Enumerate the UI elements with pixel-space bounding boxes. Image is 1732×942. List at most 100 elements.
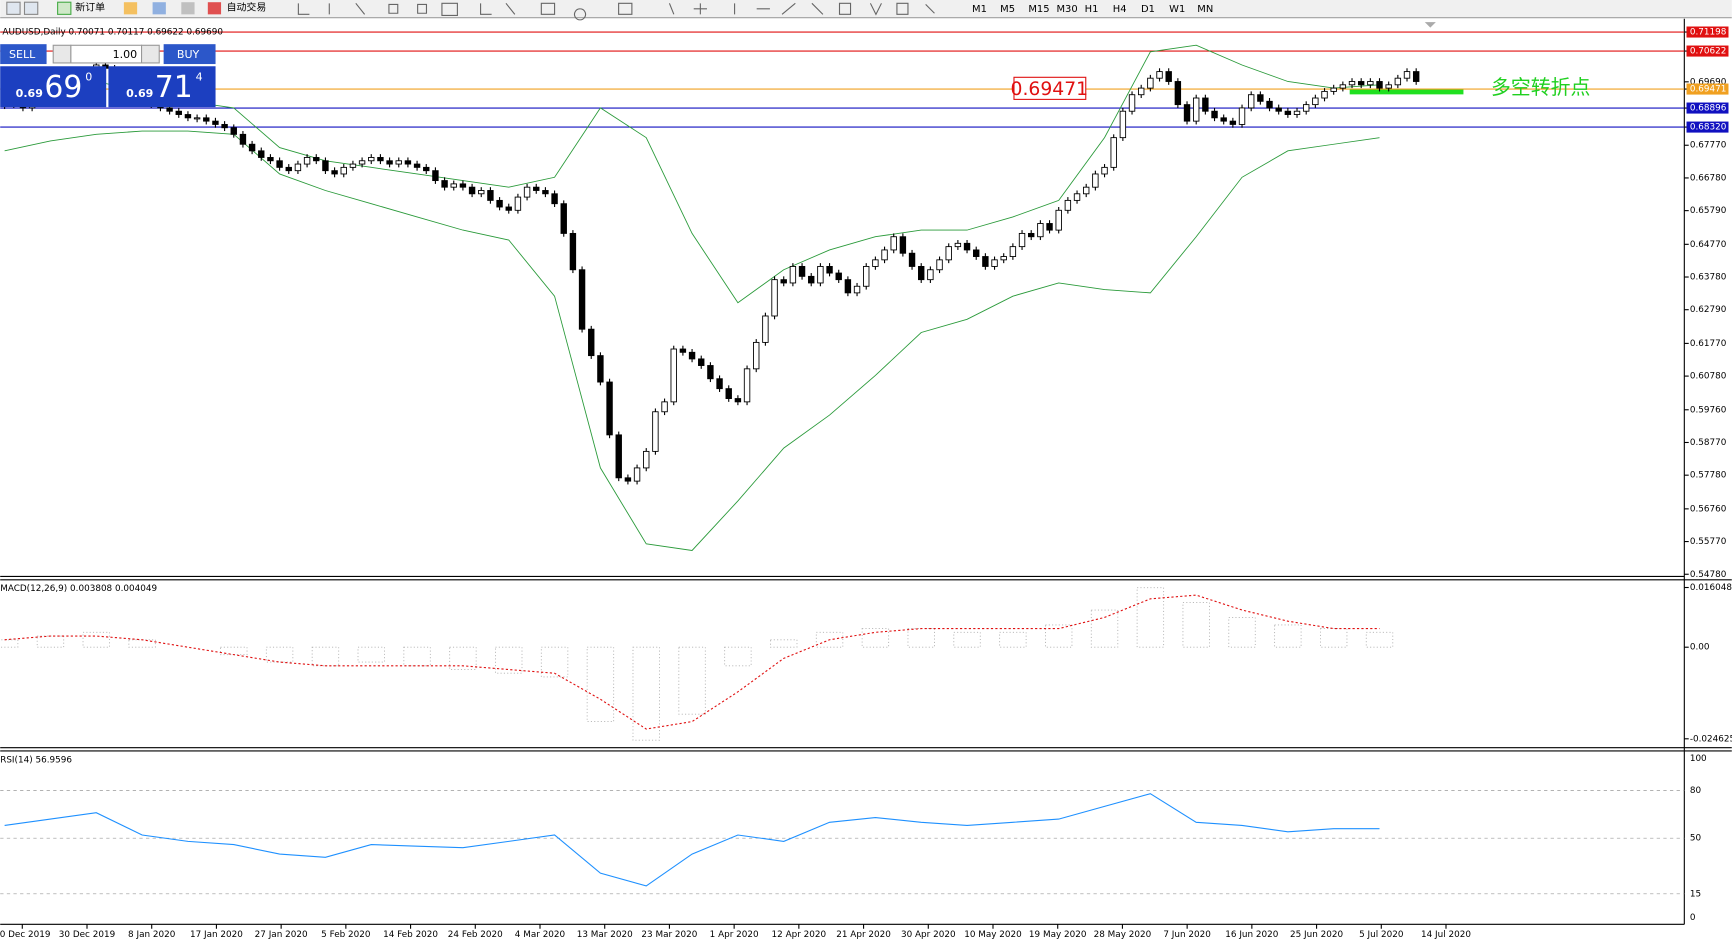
candle	[863, 266, 870, 287]
price-label-bg	[1686, 26, 1729, 38]
buy-button[interactable]	[163, 44, 216, 65]
candle	[1321, 90, 1328, 99]
timeframe-button[interactable]: H1	[1085, 4, 1099, 15]
candle	[798, 266, 806, 277]
candle	[496, 199, 503, 208]
candle	[954, 242, 962, 248]
sell-label[interactable]: SELL	[9, 48, 36, 61]
candle	[331, 170, 338, 175]
timeframe-button[interactable]: M5	[1000, 4, 1015, 15]
candle	[743, 368, 751, 403]
candle	[551, 193, 558, 205]
candle	[1394, 77, 1402, 86]
timeframe-button[interactable]: W1	[1169, 4, 1185, 15]
auto-trading-icon[interactable]	[207, 2, 222, 15]
candle	[203, 117, 210, 122]
sell-price-box[interactable]	[0, 66, 107, 108]
timeframe-button[interactable]: M1	[972, 4, 987, 15]
y-tick-label: 0.68320	[1690, 123, 1727, 133]
candle	[670, 348, 677, 403]
candle	[1220, 117, 1227, 122]
candle	[597, 355, 604, 383]
drawing-tools	[297, 2, 935, 21]
timeframe-button[interactable]: H4	[1113, 4, 1127, 15]
candle	[936, 259, 943, 271]
new-order-button[interactable]: 新订单	[75, 1, 105, 14]
y-tick-label: 0.61770	[1690, 339, 1727, 349]
chart-title: AUDUSD,Daily 0.70071 0.70117 0.69622 0.6…	[2, 28, 223, 38]
candle	[1037, 223, 1044, 238]
trade-panel: SELL 1.00 BUY 0.69 69 0 0.69 71 4	[0, 44, 216, 108]
buy-price-box[interactable]	[108, 66, 216, 108]
candle	[542, 190, 549, 195]
macd-bar	[1274, 624, 1302, 648]
candle	[1330, 87, 1337, 92]
tool-icon[interactable]	[152, 2, 166, 15]
candle	[1183, 104, 1191, 122]
candle	[780, 279, 787, 284]
candle	[1293, 110, 1301, 115]
macd-bar	[0, 639, 19, 648]
x-tick-label: 17 Jan 2020	[190, 930, 243, 940]
candle	[349, 163, 357, 168]
candle	[1055, 209, 1062, 231]
macd-bar	[1045, 624, 1073, 648]
candle	[624, 477, 632, 482]
candle	[459, 183, 467, 188]
candle	[248, 143, 256, 152]
candle	[450, 183, 457, 188]
tool-icon[interactable]	[23, 1, 39, 15]
lot-value[interactable]: 1.00	[113, 48, 138, 61]
candle	[166, 107, 173, 112]
timeframe-button[interactable]: D1	[1141, 4, 1155, 15]
y-tick-label: 0.54780	[1690, 570, 1727, 580]
tool-icon[interactable]	[181, 2, 195, 15]
candle	[1083, 186, 1090, 195]
macd-bar	[907, 628, 935, 648]
macd-bar	[586, 646, 615, 723]
y-tick-label: 0.63780	[1690, 273, 1727, 283]
candle	[918, 266, 925, 281]
indicator-title: MACD(12,26,9) 0.003808 0.004049	[0, 584, 157, 594]
macd-bar	[36, 635, 65, 648]
candle	[212, 120, 219, 125]
candle	[230, 127, 237, 135]
timeframe-button[interactable]: M30	[1056, 4, 1077, 15]
lot-down[interactable]	[52, 44, 72, 64]
candle	[184, 114, 192, 119]
candle	[1192, 97, 1200, 122]
x-tick-label: 8 Jan 2020	[128, 930, 176, 940]
bollinger-lower	[4, 130, 1380, 551]
timeframe-button[interactable]: M15	[1028, 4, 1049, 15]
candle	[1092, 173, 1099, 188]
sell-price-big: 69	[44, 70, 82, 105]
y-tick-label: 0.71198	[1690, 28, 1727, 38]
macd-bar	[1090, 609, 1119, 648]
timeframe-button[interactable]: MN	[1197, 4, 1213, 15]
sell-price-sup: 0	[85, 70, 92, 83]
tool-icon[interactable]	[6, 1, 21, 15]
toolbar	[0, 0, 1732, 18]
candle	[432, 170, 439, 182]
lot-up[interactable]	[141, 44, 160, 64]
y-tick-label: 15	[1690, 889, 1701, 899]
y-tick-label: 0.68896	[1690, 104, 1727, 114]
sell-button[interactable]	[0, 44, 47, 65]
x-tick-label: 14 Jul 2020	[1421, 930, 1471, 940]
price-annotation: 0.69471	[1011, 79, 1089, 100]
candle	[1073, 193, 1081, 201]
x-tick-label: 24 Feb 2020	[448, 930, 503, 940]
candle	[753, 341, 760, 370]
new-order-icon[interactable]	[57, 1, 72, 15]
x-tick-label: 7 Jun 2020	[1163, 930, 1211, 940]
candle	[285, 166, 292, 172]
candle	[294, 163, 302, 172]
x-tick-label: 12 Apr 2020	[772, 930, 827, 940]
auto-trading-button[interactable]: 自动交易	[227, 1, 267, 14]
y-tick-label: 0.65790	[1690, 206, 1727, 216]
buy-label[interactable]: BUY	[177, 48, 200, 61]
candle	[890, 236, 897, 251]
candle	[643, 450, 650, 469]
tool-icon[interactable]	[123, 2, 138, 15]
y-tick-label: -0.024625	[1690, 734, 1732, 744]
